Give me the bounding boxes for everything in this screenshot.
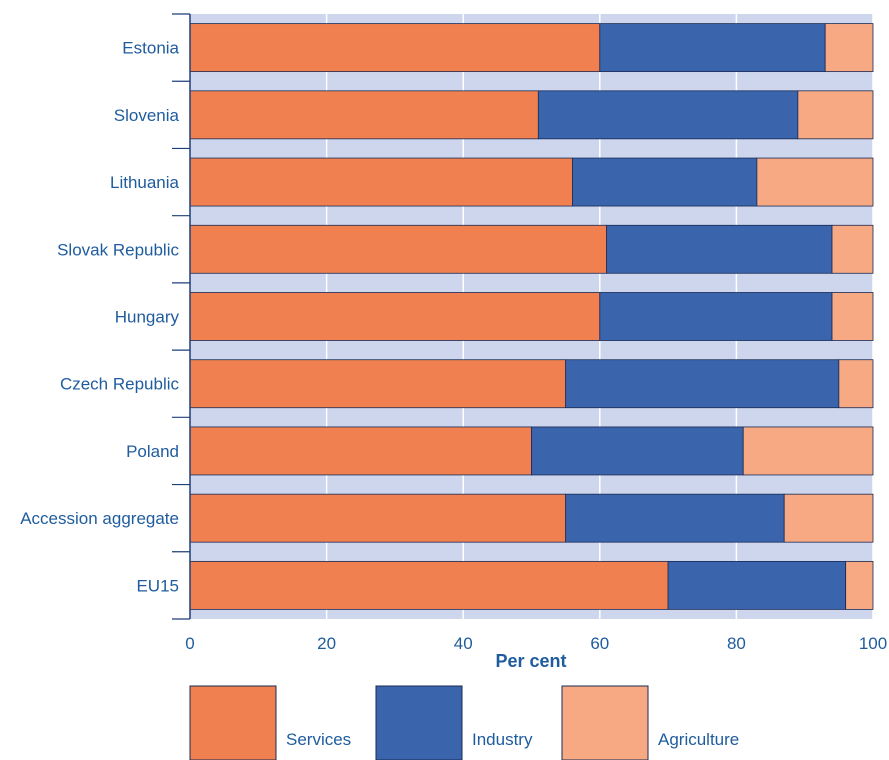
legend-swatch-services [189, 685, 277, 760]
category-label: Lithuania [110, 173, 180, 192]
bar-accession-aggregate-industry [565, 493, 785, 543]
legend-swatch-agriculture [561, 685, 649, 760]
bar-hungary-industry [599, 292, 833, 341]
legend: Services Industry Agriculture [189, 685, 739, 760]
bar-slovak-republic-services [189, 224, 608, 274]
axes [172, 13, 191, 620]
x-tick-label: 0 [185, 634, 194, 653]
bar-slovak-republic-industry [606, 224, 833, 274]
category-label: Slovenia [114, 106, 180, 125]
legend-label-agriculture: Agriculture [658, 730, 739, 749]
bar-eu15-agriculture [845, 560, 874, 610]
bar-slovenia-industry [537, 90, 799, 140]
bar-lithuania-agriculture [756, 157, 874, 207]
x-tick-label: 100 [859, 634, 887, 653]
bar-czech-republic-services [189, 359, 567, 409]
x-axis-title: Per cent [495, 651, 566, 671]
category-labels: Estonia Slovenia Lithuania Slovak Republic H… [20, 39, 179, 596]
bar-poland-industry [531, 426, 744, 476]
x-tick-label: 20 [317, 634, 336, 653]
category-label: Czech Republic [60, 375, 180, 394]
bar-hungary-services [189, 292, 601, 341]
bars [189, 23, 874, 610]
bar-lithuania-services [189, 157, 573, 207]
category-label: Estonia [122, 39, 179, 58]
bar-accession-aggregate-services [189, 493, 567, 543]
bar-lithuania-industry [572, 157, 758, 207]
bar-estonia-services [189, 23, 601, 73]
category-label: Poland [126, 442, 179, 461]
bar-czech-republic-industry [565, 359, 840, 409]
category-label: Accession aggregate [20, 509, 179, 528]
bar-czech-republic-agriculture [838, 359, 874, 409]
bar-poland-services [189, 426, 532, 476]
bar-estonia-industry [599, 23, 826, 73]
x-tick-label: 40 [454, 634, 473, 653]
bar-slovenia-agriculture [797, 90, 874, 140]
bar-hungary-agriculture [831, 292, 874, 341]
bar-accession-aggregate-agriculture [783, 493, 874, 543]
bar-eu15-industry [667, 560, 847, 610]
category-label: Hungary [115, 308, 180, 327]
x-tick-labels: 0 20 40 60 80 100 [185, 634, 887, 653]
x-tick-label: 60 [590, 634, 609, 653]
bar-slovenia-services [189, 90, 539, 140]
bar-eu15-services [189, 560, 669, 610]
legend-label-industry: Industry [472, 730, 533, 749]
bar-poland-agriculture [742, 426, 874, 476]
bar-estonia-agriculture [824, 23, 874, 73]
legend-swatch-industry [375, 685, 463, 760]
legend-label-services: Services [286, 730, 351, 749]
bar-slovak-republic-agriculture [831, 224, 874, 274]
x-tick-label: 80 [727, 634, 746, 653]
category-label: Slovak Republic [57, 240, 179, 259]
category-label: EU15 [136, 576, 179, 595]
